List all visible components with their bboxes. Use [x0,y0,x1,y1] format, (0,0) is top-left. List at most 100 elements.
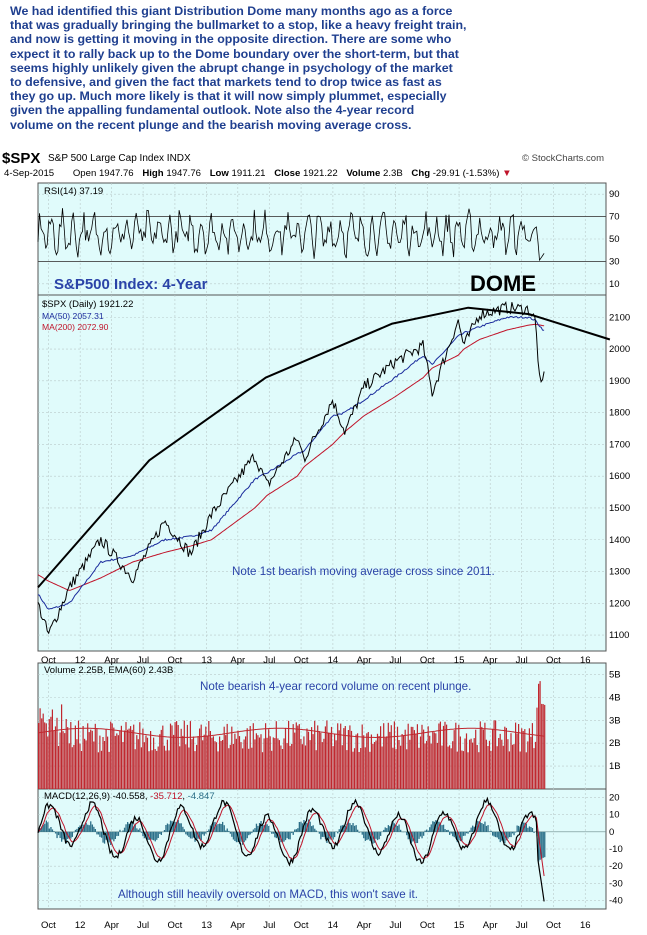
macd-histogram-bar [93,826,95,832]
volume-bar [87,723,89,789]
macd-histogram-bar [56,831,58,839]
macd-histogram-bar [470,827,472,832]
volume-bar [62,731,64,789]
volume-bar [111,723,113,789]
volume-bar [467,752,469,789]
volume-bar [182,735,184,789]
volume-bar [136,735,138,789]
rsi-tick-label: 50 [609,234,620,245]
macd-histogram-bar [62,831,64,840]
volume-bar [410,726,412,789]
macd-histogram-bar [54,831,57,834]
macd-histogram-bar [107,831,109,841]
ema60-line [37,727,545,739]
macd-histogram-bar [467,831,469,834]
volume-bar [139,722,141,789]
macd-histogram-bar [432,821,434,832]
x-axis-label: Jul [389,920,401,931]
macd-histogram-bar [487,825,489,832]
macd-tick-label: 10 [609,810,620,821]
volume-bar [269,736,271,789]
macd-histogram-bar [398,824,400,832]
volume-bar [528,728,530,789]
macd-histogram-bar [183,829,185,832]
x-axis-label: Oct [546,920,561,931]
volume-bar [107,736,109,789]
volume-bar [400,745,402,789]
macd-histogram-bar [525,823,527,832]
volume-bar [65,719,67,789]
chart-symbol: $SPX [2,150,40,167]
macd-histogram-bar [472,825,474,832]
volume-bar [511,744,514,789]
macd-histogram-bar [395,824,397,832]
volume-bar [323,738,325,789]
macd-tick-label: 0 [609,827,614,838]
volume-bar [180,728,182,789]
price-legend: $SPX (Daily) 1921.22 [42,299,133,310]
ma200-legend: MA(200) 2072.90 [42,322,109,332]
volume-bar [199,728,201,789]
x-axis-label: Jul [137,920,149,931]
volume-bar [504,726,506,789]
macd-histogram-bar [228,830,230,832]
macd-histogram-bar [231,831,233,837]
price-tick-label: 1300 [609,567,630,578]
intro-line: to defensive, and given the fact that ma… [10,75,442,90]
volume-bar [217,751,219,789]
volume-bar [41,718,43,789]
volume-bar [42,713,44,789]
x-axis-label: Oct [168,920,183,931]
volume-bar [404,729,406,789]
volume-bar [324,726,326,789]
volume-bar [90,729,92,789]
volume-bar [226,723,228,789]
intro-line: and now is getting it moving in the oppo… [10,32,452,47]
volume-bar [383,723,385,789]
macd-histogram-bar [389,826,391,832]
volume-bar [197,736,199,789]
volume-bar [80,751,83,789]
intro-line: they go up. Much more likely is that it … [10,89,447,104]
volume-bar [125,722,127,789]
volume-bar [498,738,500,789]
macd-histogram-bar [446,830,448,832]
x-axis-label: Apr [483,920,498,931]
volume-bar [38,723,40,789]
volume-bar [225,735,227,789]
macd-histogram-bar [209,825,212,832]
volume-bar [51,709,53,789]
volume-bar [288,720,290,789]
macd-histogram-bar [47,822,49,832]
macd-histogram-bar [235,831,238,843]
volume-bar [502,745,504,789]
volume-bar [484,722,486,789]
rsi-legend: RSI(14) 37.19 [44,186,103,197]
volume-bar [91,730,93,789]
macd-legend: MACD(12,26,9) -40.558, -35.712, -4.847 [44,791,215,802]
macd-histogram-bar [355,825,357,832]
macd-histogram-bar [424,830,426,832]
volume-bar [542,704,544,789]
volume-bar [50,716,52,789]
macd-histogram-bar [254,828,256,832]
macd-histogram-bar [449,831,451,835]
volume-bar [332,746,334,789]
macd-histogram-bar [206,831,208,832]
volume-bar [309,740,311,789]
volume-bar [143,742,145,789]
price-tick-label: 1100 [609,630,629,641]
volume-bar [438,723,440,789]
volume-bar [278,740,280,789]
x-axis-label: 14 [328,655,339,666]
volume-bar [113,727,115,789]
volume-bar [179,746,181,789]
macd-histogram-bar [493,831,495,837]
volume-bar [168,750,170,789]
volume-bar [495,720,497,789]
volume-bar [330,726,333,789]
volume-bar [177,725,179,789]
volume-bar [398,740,400,789]
macd-histogram-bar [291,831,293,834]
volume-bar [335,740,337,789]
